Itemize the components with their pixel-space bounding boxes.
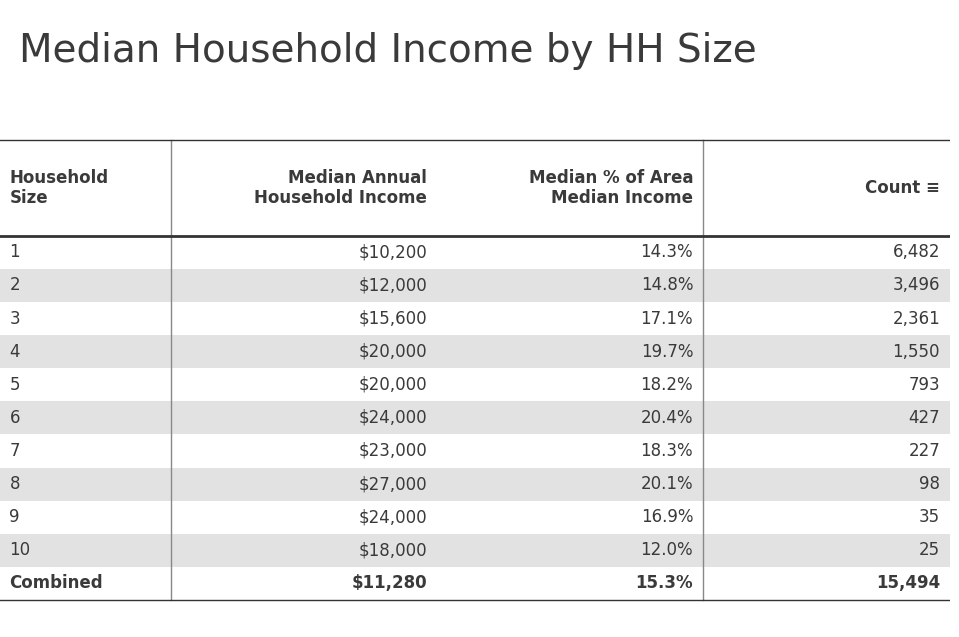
Text: 1,550: 1,550 — [893, 343, 940, 361]
Text: 1: 1 — [10, 243, 20, 261]
Text: 793: 793 — [908, 376, 940, 394]
Text: Median Annual
Household Income: Median Annual Household Income — [254, 169, 428, 207]
Bar — [0, 335, 949, 368]
Bar — [0, 401, 949, 434]
Text: 17.1%: 17.1% — [641, 310, 693, 327]
Text: 9: 9 — [10, 508, 20, 526]
Text: 25: 25 — [919, 541, 940, 559]
Text: 16.9%: 16.9% — [641, 508, 693, 526]
Text: 2,361: 2,361 — [893, 310, 940, 327]
Text: 35: 35 — [919, 508, 940, 526]
Text: 14.3%: 14.3% — [641, 243, 693, 261]
Text: 15.3%: 15.3% — [636, 575, 693, 592]
Text: 98: 98 — [919, 475, 940, 493]
Text: $12,000: $12,000 — [359, 276, 428, 294]
Text: $23,000: $23,000 — [359, 442, 428, 460]
Text: 7: 7 — [10, 442, 20, 460]
Text: 427: 427 — [908, 409, 940, 427]
Bar — [0, 236, 949, 269]
Bar — [0, 567, 949, 600]
Text: 5: 5 — [10, 376, 20, 394]
Text: $10,200: $10,200 — [359, 243, 428, 261]
Text: 6: 6 — [10, 409, 20, 427]
Text: 15,494: 15,494 — [876, 575, 940, 592]
Text: 8: 8 — [10, 475, 20, 493]
Bar — [0, 501, 949, 534]
Text: 12.0%: 12.0% — [641, 541, 693, 559]
Text: Median Household Income by HH Size: Median Household Income by HH Size — [19, 32, 757, 70]
Text: 10: 10 — [10, 541, 31, 559]
Text: 227: 227 — [908, 442, 940, 460]
Text: $11,280: $11,280 — [352, 575, 428, 592]
Text: Count ≡: Count ≡ — [865, 179, 940, 197]
Text: $18,000: $18,000 — [359, 541, 428, 559]
Text: 4: 4 — [10, 343, 20, 361]
Text: Combined: Combined — [10, 575, 104, 592]
Text: 20.1%: 20.1% — [641, 475, 693, 493]
Text: 20.4%: 20.4% — [641, 409, 693, 427]
Text: $27,000: $27,000 — [359, 475, 428, 493]
Text: 2: 2 — [10, 276, 20, 294]
Text: 3: 3 — [10, 310, 20, 327]
Text: $20,000: $20,000 — [359, 376, 428, 394]
Text: $20,000: $20,000 — [359, 343, 428, 361]
Text: Household
Size: Household Size — [10, 169, 108, 207]
Text: 18.3%: 18.3% — [641, 442, 693, 460]
Text: $24,000: $24,000 — [359, 508, 428, 526]
Bar — [0, 468, 949, 501]
Text: 19.7%: 19.7% — [641, 343, 693, 361]
Bar — [0, 534, 949, 567]
Text: 14.8%: 14.8% — [641, 276, 693, 294]
Text: $15,600: $15,600 — [359, 310, 428, 327]
Text: 18.2%: 18.2% — [641, 376, 693, 394]
Bar — [0, 269, 949, 302]
Bar — [0, 302, 949, 335]
Text: 6,482: 6,482 — [893, 243, 940, 261]
Bar — [0, 368, 949, 401]
Text: $24,000: $24,000 — [359, 409, 428, 427]
Bar — [0, 434, 949, 468]
Text: Median % of Area
Median Income: Median % of Area Median Income — [528, 169, 693, 207]
Text: 3,496: 3,496 — [893, 276, 940, 294]
